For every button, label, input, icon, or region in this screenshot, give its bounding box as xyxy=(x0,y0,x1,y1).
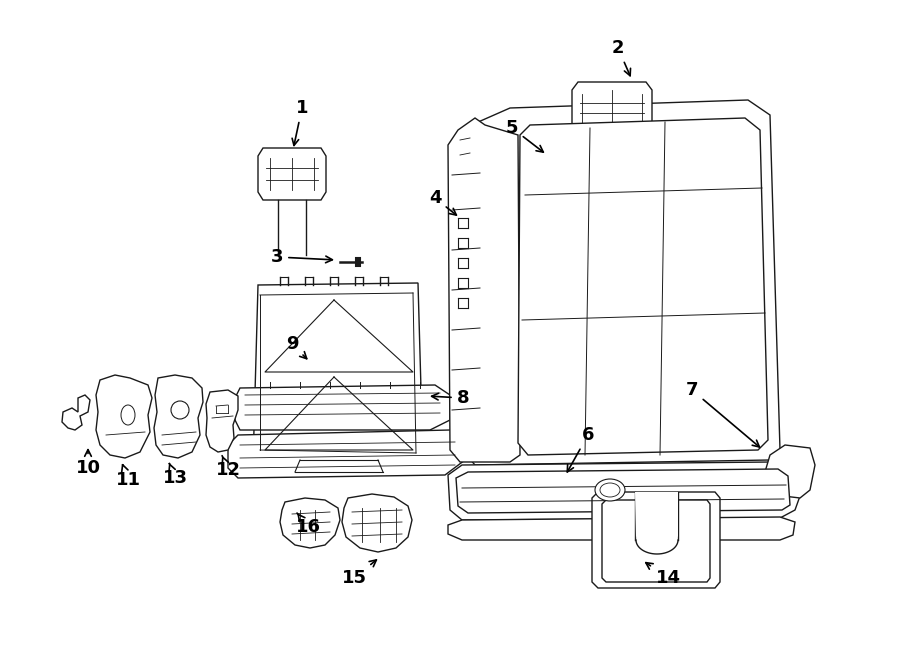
Text: 2: 2 xyxy=(612,39,631,76)
Ellipse shape xyxy=(595,479,625,501)
Polygon shape xyxy=(280,498,340,548)
Text: 5: 5 xyxy=(506,119,544,152)
Text: 15: 15 xyxy=(341,560,376,587)
Polygon shape xyxy=(602,500,710,582)
Polygon shape xyxy=(258,148,326,200)
Text: 1: 1 xyxy=(292,99,308,145)
Text: 10: 10 xyxy=(76,449,101,477)
Polygon shape xyxy=(342,494,412,552)
Polygon shape xyxy=(460,100,780,465)
Polygon shape xyxy=(762,445,815,498)
Polygon shape xyxy=(635,492,678,540)
Polygon shape xyxy=(62,395,90,430)
Polygon shape xyxy=(456,469,790,513)
Polygon shape xyxy=(206,390,238,452)
Polygon shape xyxy=(448,517,795,540)
Polygon shape xyxy=(253,283,423,465)
Text: 12: 12 xyxy=(215,455,240,479)
Text: 7: 7 xyxy=(686,381,760,447)
Polygon shape xyxy=(96,375,152,458)
Polygon shape xyxy=(448,118,520,462)
Text: 6: 6 xyxy=(567,426,594,472)
Ellipse shape xyxy=(600,483,620,497)
Text: 4: 4 xyxy=(428,189,456,215)
Polygon shape xyxy=(228,430,465,478)
Text: 8: 8 xyxy=(432,389,469,407)
Polygon shape xyxy=(154,375,203,458)
Polygon shape xyxy=(592,492,720,588)
Text: 14: 14 xyxy=(646,563,680,587)
Text: 13: 13 xyxy=(163,463,187,487)
Polygon shape xyxy=(448,462,800,520)
Ellipse shape xyxy=(121,405,135,425)
Polygon shape xyxy=(235,385,450,430)
Polygon shape xyxy=(572,82,652,134)
Text: 11: 11 xyxy=(115,465,140,489)
Polygon shape xyxy=(518,118,768,455)
Text: 9: 9 xyxy=(286,335,307,359)
Text: 3: 3 xyxy=(271,248,332,266)
Text: 16: 16 xyxy=(295,513,320,536)
